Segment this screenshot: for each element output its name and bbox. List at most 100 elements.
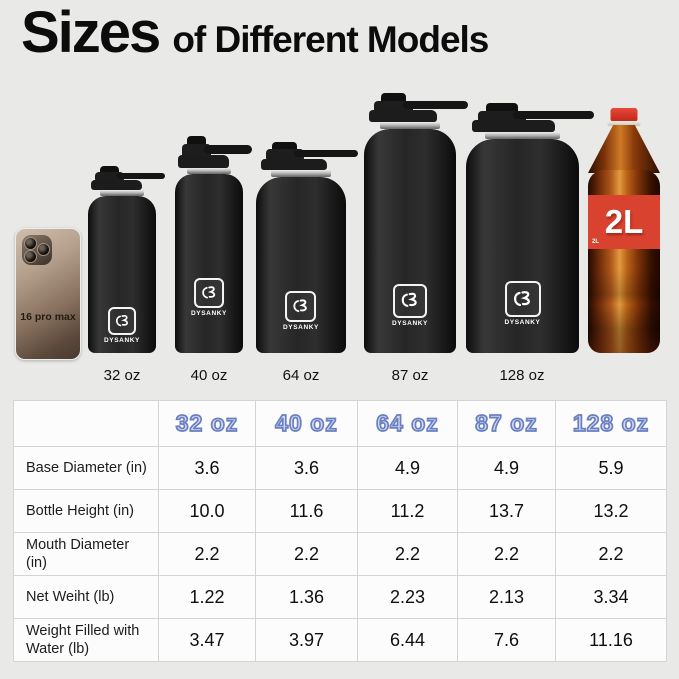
table-row: Net Weiht (lb) 1.22 1.36 2.23 2.13 3.34 [13,575,667,619]
bottle-cap [175,136,252,168]
bottle-body: DYSANKY [175,174,243,353]
bottle-neck-ring [485,132,560,139]
table-corner-cell [13,400,159,447]
cola-label: 2L 2L [588,195,660,249]
table-cell: 3.47 [158,618,256,662]
brand-logo-text: DYSANKY [104,337,140,344]
bottle-spout-icon [272,142,298,152]
page-title: Sizes of Different Models [21,0,489,65]
cola-neck [588,125,660,173]
row-label: Net Weiht (lb) [13,575,159,619]
bottle-128oz: DYSANKY [466,103,594,353]
bottle-spout-icon [486,103,518,113]
product-lineup: 16 pro max DYSANKY [15,93,660,384]
column-header-40oz: 40 oz [255,400,358,447]
bottle-cap [88,166,165,190]
phone-image: 16 pro max [15,228,81,360]
table-cell: 2.2 [555,532,667,576]
bottle-spout-icon [187,136,207,147]
bottle-87oz: DYSANKY [364,93,468,353]
table-cell: 2.13 [457,575,556,619]
bottle-cap [364,93,468,122]
column-header-87oz: 87 oz [457,400,556,447]
table-cell: 5.9 [555,446,667,490]
phone-label: 16 pro max [20,311,76,323]
cola-label-text: 2L [604,203,644,240]
bottle-handle-icon [203,144,252,154]
table-row: Bottle Height (in) 10.0 11.6 11.2 13.7 1… [13,489,667,533]
brand-logo-icon [504,281,541,317]
table-header-row: 32 oz 40 oz 64 oz 87 oz 128 oz [13,400,667,447]
table-cell: 2.2 [357,532,458,576]
bottle-32oz: DYSANKY [88,166,165,353]
brand-logo-text: DYSANKY [283,324,319,331]
bottle-64oz: DYSANKY [256,142,358,353]
caption-64oz: 64 oz [282,367,320,384]
bottle-body: DYSANKY [256,177,346,353]
bottle-spout-icon [100,166,120,175]
table-cell: 2.23 [357,575,458,619]
cola-collar [607,121,641,126]
table-cell: 4.9 [357,446,458,490]
table-cell: 2.2 [457,532,556,576]
table-row: Mouth Diameter (in) 2.2 2.2 2.2 2.2 2.2 [13,532,667,576]
table-cell: 3.97 [255,618,358,662]
table-cell: 13.7 [457,489,556,533]
bottle-handle-icon [116,172,165,180]
bottle-handle-icon [293,149,358,158]
bottle-neck-ring [379,122,441,129]
camera-lens-icon [37,243,50,256]
bottle-cap [256,142,358,170]
table-row: Weight Filled with Water (lb) 3.47 3.97 … [13,618,667,662]
row-label: Weight Filled with Water (lb) [13,618,159,662]
brand-logo-text: DYSANKY [504,319,541,326]
column-header-32oz: 32 oz [158,400,256,447]
row-label: Base Diameter (in) [13,446,159,490]
table-cell: 11.2 [357,489,458,533]
table-cell: 13.2 [555,489,667,533]
title-secondary: of Different Models [172,19,489,60]
row-label: Bottle Height (in) [13,489,159,533]
table-cell: 1.22 [158,575,256,619]
brand-logo-icon [107,307,136,335]
cola-label-small-text: 2L [592,239,600,245]
bottle-neck-ring [99,190,145,196]
table-cell: 3.6 [158,446,256,490]
cola-bottle-2l: 2L 2L [588,108,660,353]
table-cell: 1.36 [255,575,358,619]
row-label: Mouth Diameter (in) [13,532,159,576]
caption-87oz: 87 oz [391,367,429,384]
table-cell: 3.34 [555,575,667,619]
table-cell: 2.2 [255,532,358,576]
caption-128oz: 128 oz [499,367,545,384]
brand-logo: DYSANKY [191,278,227,317]
caption-32oz: 32 oz [103,367,141,384]
brand-logo: DYSANKY [283,291,319,331]
bottle-neck-ring [271,170,331,177]
camera-lens-icon [24,237,37,250]
column-header-64oz: 64 oz [357,400,458,447]
brand-logo: DYSANKY [504,281,541,326]
column-header-128oz: 128 oz [555,400,667,447]
bottle-spout-icon [380,93,407,103]
table-cell: 3.6 [255,446,358,490]
title-primary: Sizes [21,0,161,65]
bottle-40oz: DYSANKY [175,136,252,353]
table-cell: 2.2 [158,532,256,576]
bottle-body: DYSANKY [88,196,156,353]
table-row: Base Diameter (in) 3.6 3.6 4.9 4.9 5.9 [13,446,667,490]
bottle-body: DYSANKY [364,129,456,353]
bottle-cap [466,103,594,132]
brand-logo-text: DYSANKY [191,310,227,317]
brand-logo: DYSANKY [392,284,428,327]
table-cell: 10.0 [158,489,256,533]
cola-cap [610,108,638,122]
size-spec-table: 32 oz 40 oz 64 oz 87 oz 128 oz Base Diam… [13,400,667,662]
bottle-handle-icon [513,111,594,119]
bottle-body: DYSANKY [466,139,579,353]
table-cell: 7.6 [457,618,556,662]
table-cell: 11.16 [555,618,667,662]
table-cell: 11.6 [255,489,358,533]
brand-logo-icon [285,291,317,322]
bottle-neck-ring [186,168,232,174]
